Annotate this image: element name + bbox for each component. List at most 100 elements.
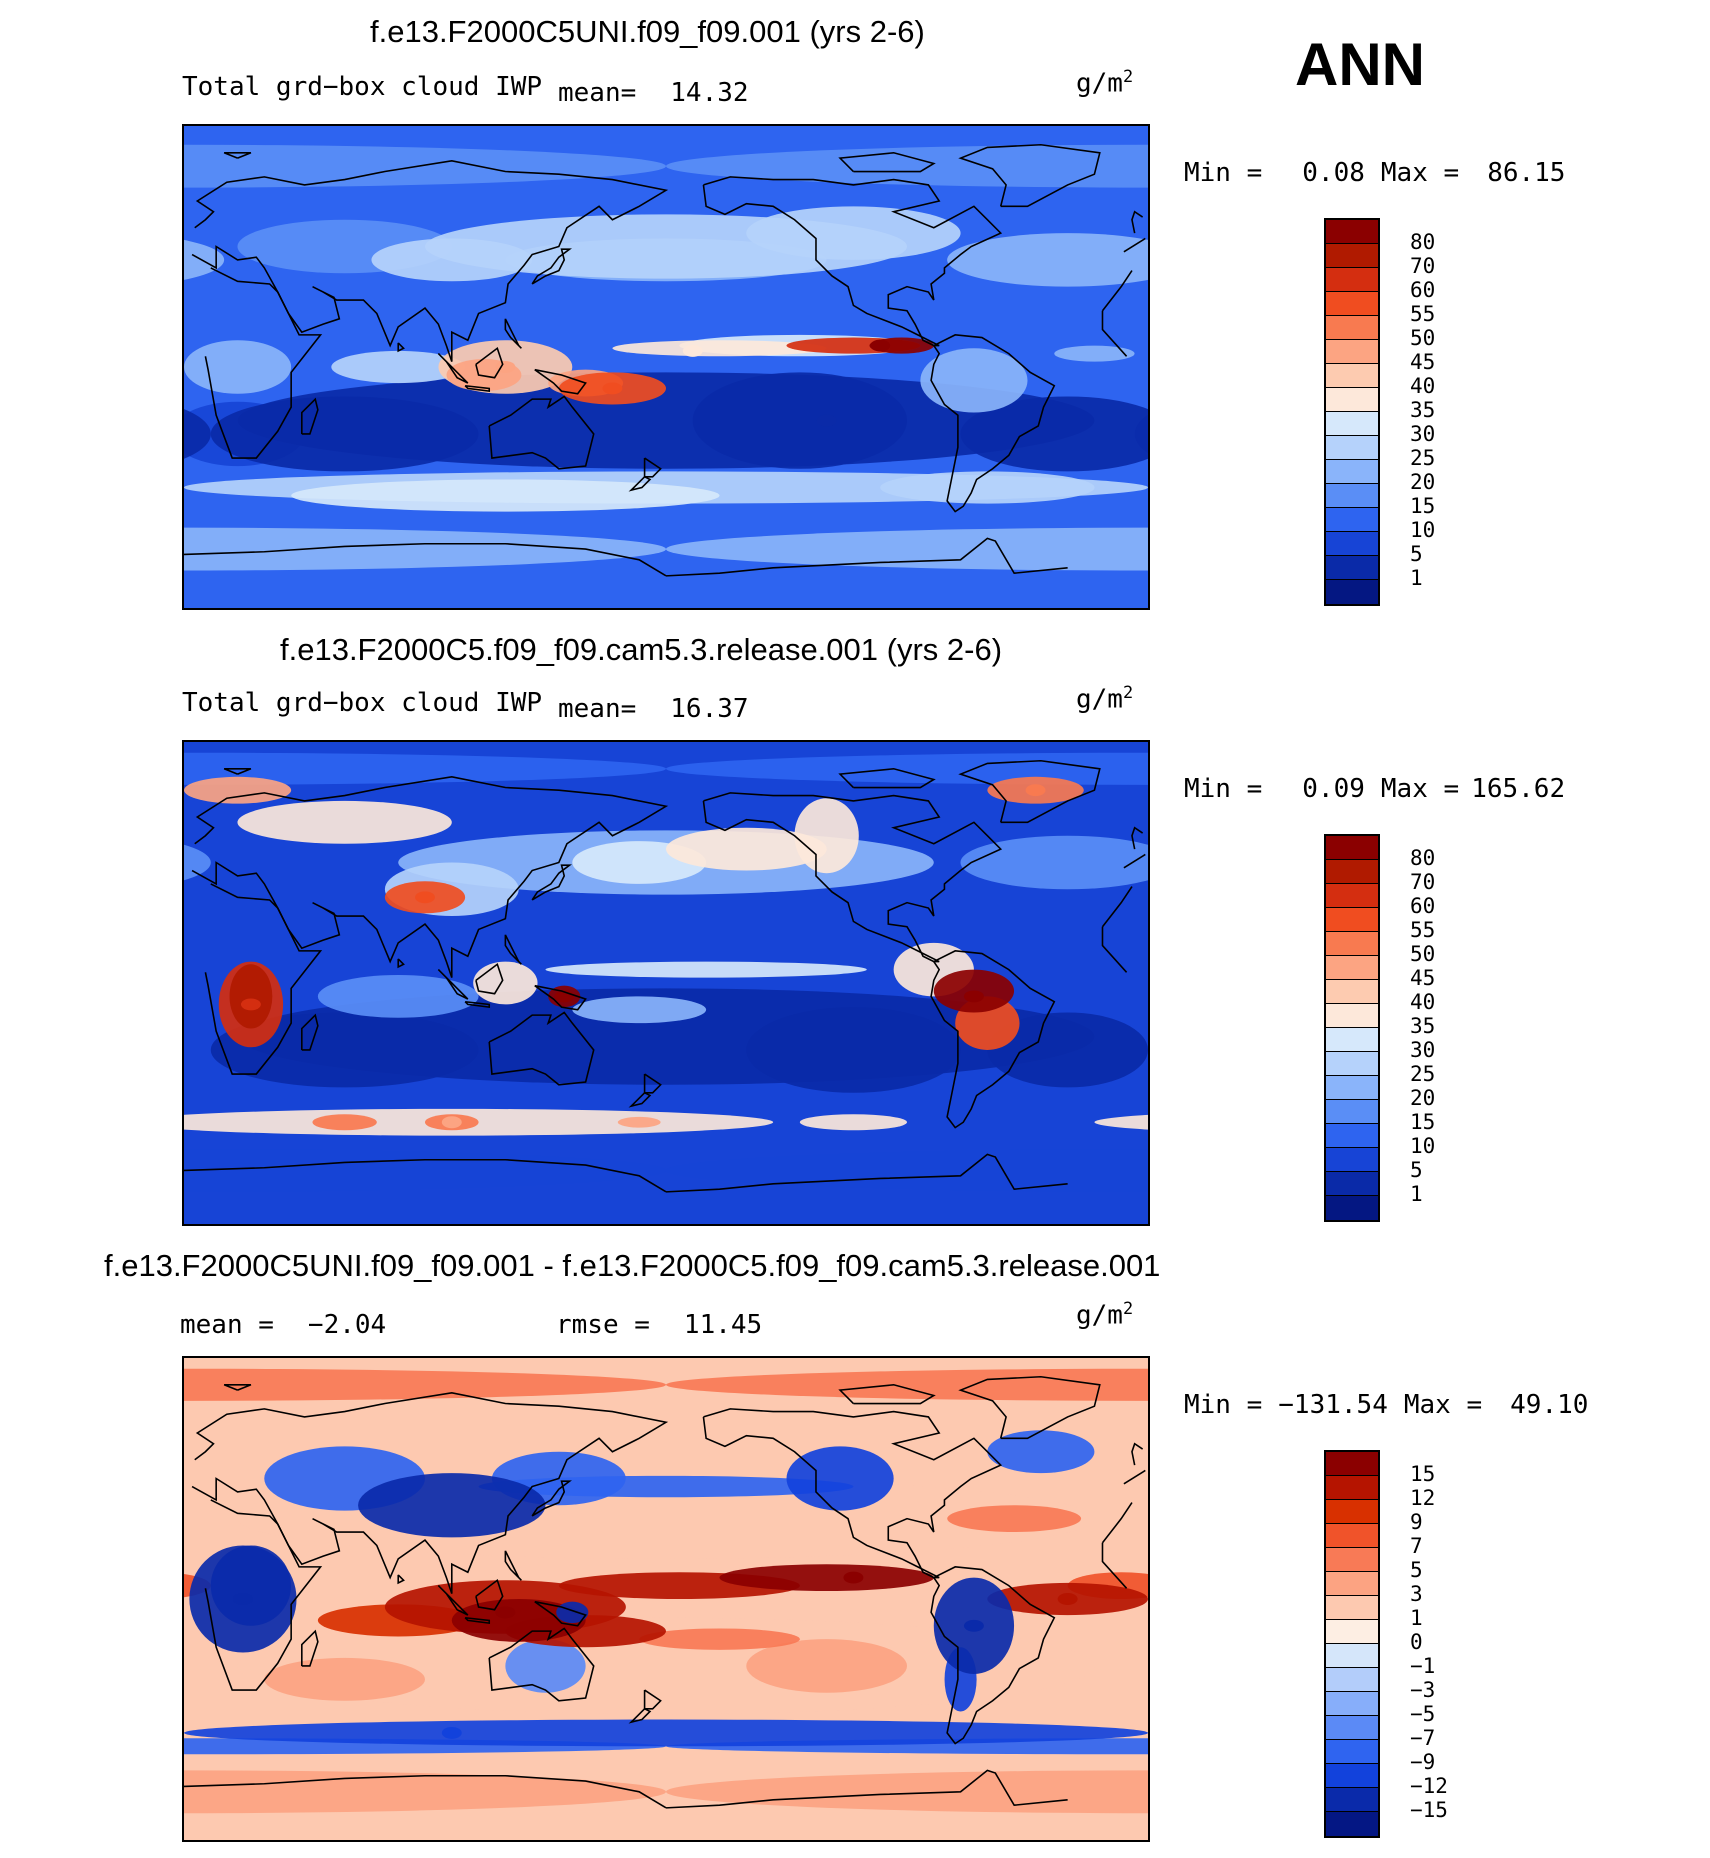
field-contour-region [692,372,907,469]
feature-africa [232,1593,253,1605]
colorbar-swatch [1326,1196,1378,1220]
panel3-mean: mean = −2.04 [180,1310,386,1340]
field-contour-region [545,961,867,978]
feature-eastern-pacific-itcz [843,1571,864,1584]
colorbar-tick-label: 1 [1410,1182,1423,1206]
coastline [191,776,669,978]
colorbar-swatch [1326,1452,1378,1476]
colorbar-swatch [1326,932,1378,956]
field-contour-region [1054,345,1135,362]
colorbar-swatch [1326,412,1378,436]
coastlines [184,1375,1146,1809]
coastline [223,767,252,775]
coastline [702,792,1003,963]
coastline [1101,310,1128,357]
coastline [397,1574,405,1585]
panel1-mean-label: mean= [558,78,637,108]
colorbar-tick-label: 1 [1410,566,1423,590]
coastline [702,176,1003,347]
colorbar-swatch [1326,1620,1378,1644]
colorbar-tick-label: 45 [1410,966,1436,990]
field-contour-region [184,1719,1148,1747]
field-contour-region [184,340,292,394]
field-contour-region [666,144,1148,188]
colorbar-tick-label: 30 [1410,422,1436,446]
colorbar-swatch [1326,1692,1378,1716]
colorbar-swatch [1326,1476,1378,1500]
colorbar-swatch [1326,836,1378,860]
feature-eastern-pacific-subtropics [816,414,837,427]
colorbar-swatch [1326,1668,1378,1692]
colorbar-tick-label: −7 [1410,1726,1436,1750]
panel1-minmax: Min = 0.08 Max = 86.15 [1184,158,1565,188]
field-contour-region [371,238,533,282]
colorbar-swatch [1326,1148,1378,1172]
colorbar-tick-label: −1 [1410,1654,1436,1678]
field-contour-region [291,479,720,512]
colorbar-tick-label: 15 [1410,494,1436,518]
field-contour-region [478,1475,854,1498]
colorbar-swatch [1326,1548,1378,1572]
colorbar-tick-label: 9 [1410,1510,1423,1534]
colorbar-tick-label: −12 [1410,1774,1448,1798]
field-contour-region [572,996,707,1024]
panel2-map-svg [184,742,1148,1224]
field-contour-region [987,1430,1095,1474]
panel3-mean-value: −2.04 [307,1310,387,1340]
panel1-max-label: Max = [1380,158,1460,188]
coastline [643,1073,662,1094]
colorbar-swatch [1326,364,1378,388]
field-contour-region [184,409,211,459]
colorbar-tick-label: 20 [1410,470,1436,494]
coastline [665,1769,1068,1809]
field-contour-region [210,1012,479,1088]
panel1-map-svg [184,126,1148,608]
colorbar-tick-label: 50 [1410,942,1436,966]
panel3-rmse-label: rmse = [556,1310,650,1340]
field-contour-region [317,974,479,1018]
colorbar-tick-label: 3 [1410,1582,1423,1606]
colorbar-tick-label: 35 [1410,398,1436,422]
colorbar-swatch [1326,908,1378,932]
field-contour-region [184,1368,666,1401]
field-contour-region [264,1657,425,1701]
colorbar-swatch [1326,1052,1378,1076]
feature-eastern-pacific-itcz [870,339,891,352]
coastline [930,334,1056,513]
panel3-rmse-value: 11.45 [683,1310,763,1340]
coastlines [184,759,1146,1193]
panel3-units-exp: 2 [1122,1298,1134,1318]
coastline [1123,853,1146,869]
feature-maritime-continent [495,361,516,373]
coastline [437,969,469,1000]
colorbar-swatch [1326,1076,1378,1100]
coastline [1131,210,1144,234]
colorbar-box [1324,834,1380,1222]
colorbar-swatch [1326,1124,1378,1148]
panel1-map [182,124,1150,610]
field-contour-region [556,1601,589,1624]
coastline [665,1153,1068,1193]
field-contour-region [312,1114,377,1131]
coastline [301,1629,319,1667]
field-contour-region [184,752,666,785]
field-contour-region [184,144,666,188]
feature-tibetan-plateau [415,891,435,904]
panel3-title: f.e13.F2000C5UNI.f09_f09.001 - f.e13.F20… [104,1248,1161,1283]
panel2-mean-value: 16.37 [670,694,749,724]
colorbar-swatch [1326,340,1378,364]
colorbar-swatch [1326,580,1378,604]
panel2-max-value: 165.62 [1471,774,1566,804]
field-contour-region [229,964,273,1029]
coastline [838,151,936,173]
coastline [437,1585,469,1616]
coastline [531,1480,572,1517]
colorbar-swatch [1326,1596,1378,1620]
coastline [1131,1442,1144,1466]
panel1-variable: Total grd−box cloud IWP [182,72,543,102]
panel1-units-base: g/m [1076,68,1123,99]
colorbar-tick-label: 5 [1410,1558,1423,1582]
colorbar-tick-label: 5 [1410,1158,1423,1182]
panel3-map-svg [184,1358,1148,1840]
coastline [301,1013,319,1051]
